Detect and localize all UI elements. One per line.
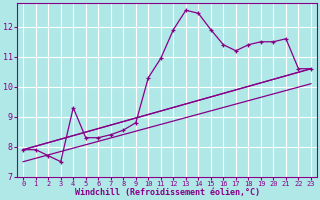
X-axis label: Windchill (Refroidissement éolien,°C): Windchill (Refroidissement éolien,°C) [75,188,260,197]
